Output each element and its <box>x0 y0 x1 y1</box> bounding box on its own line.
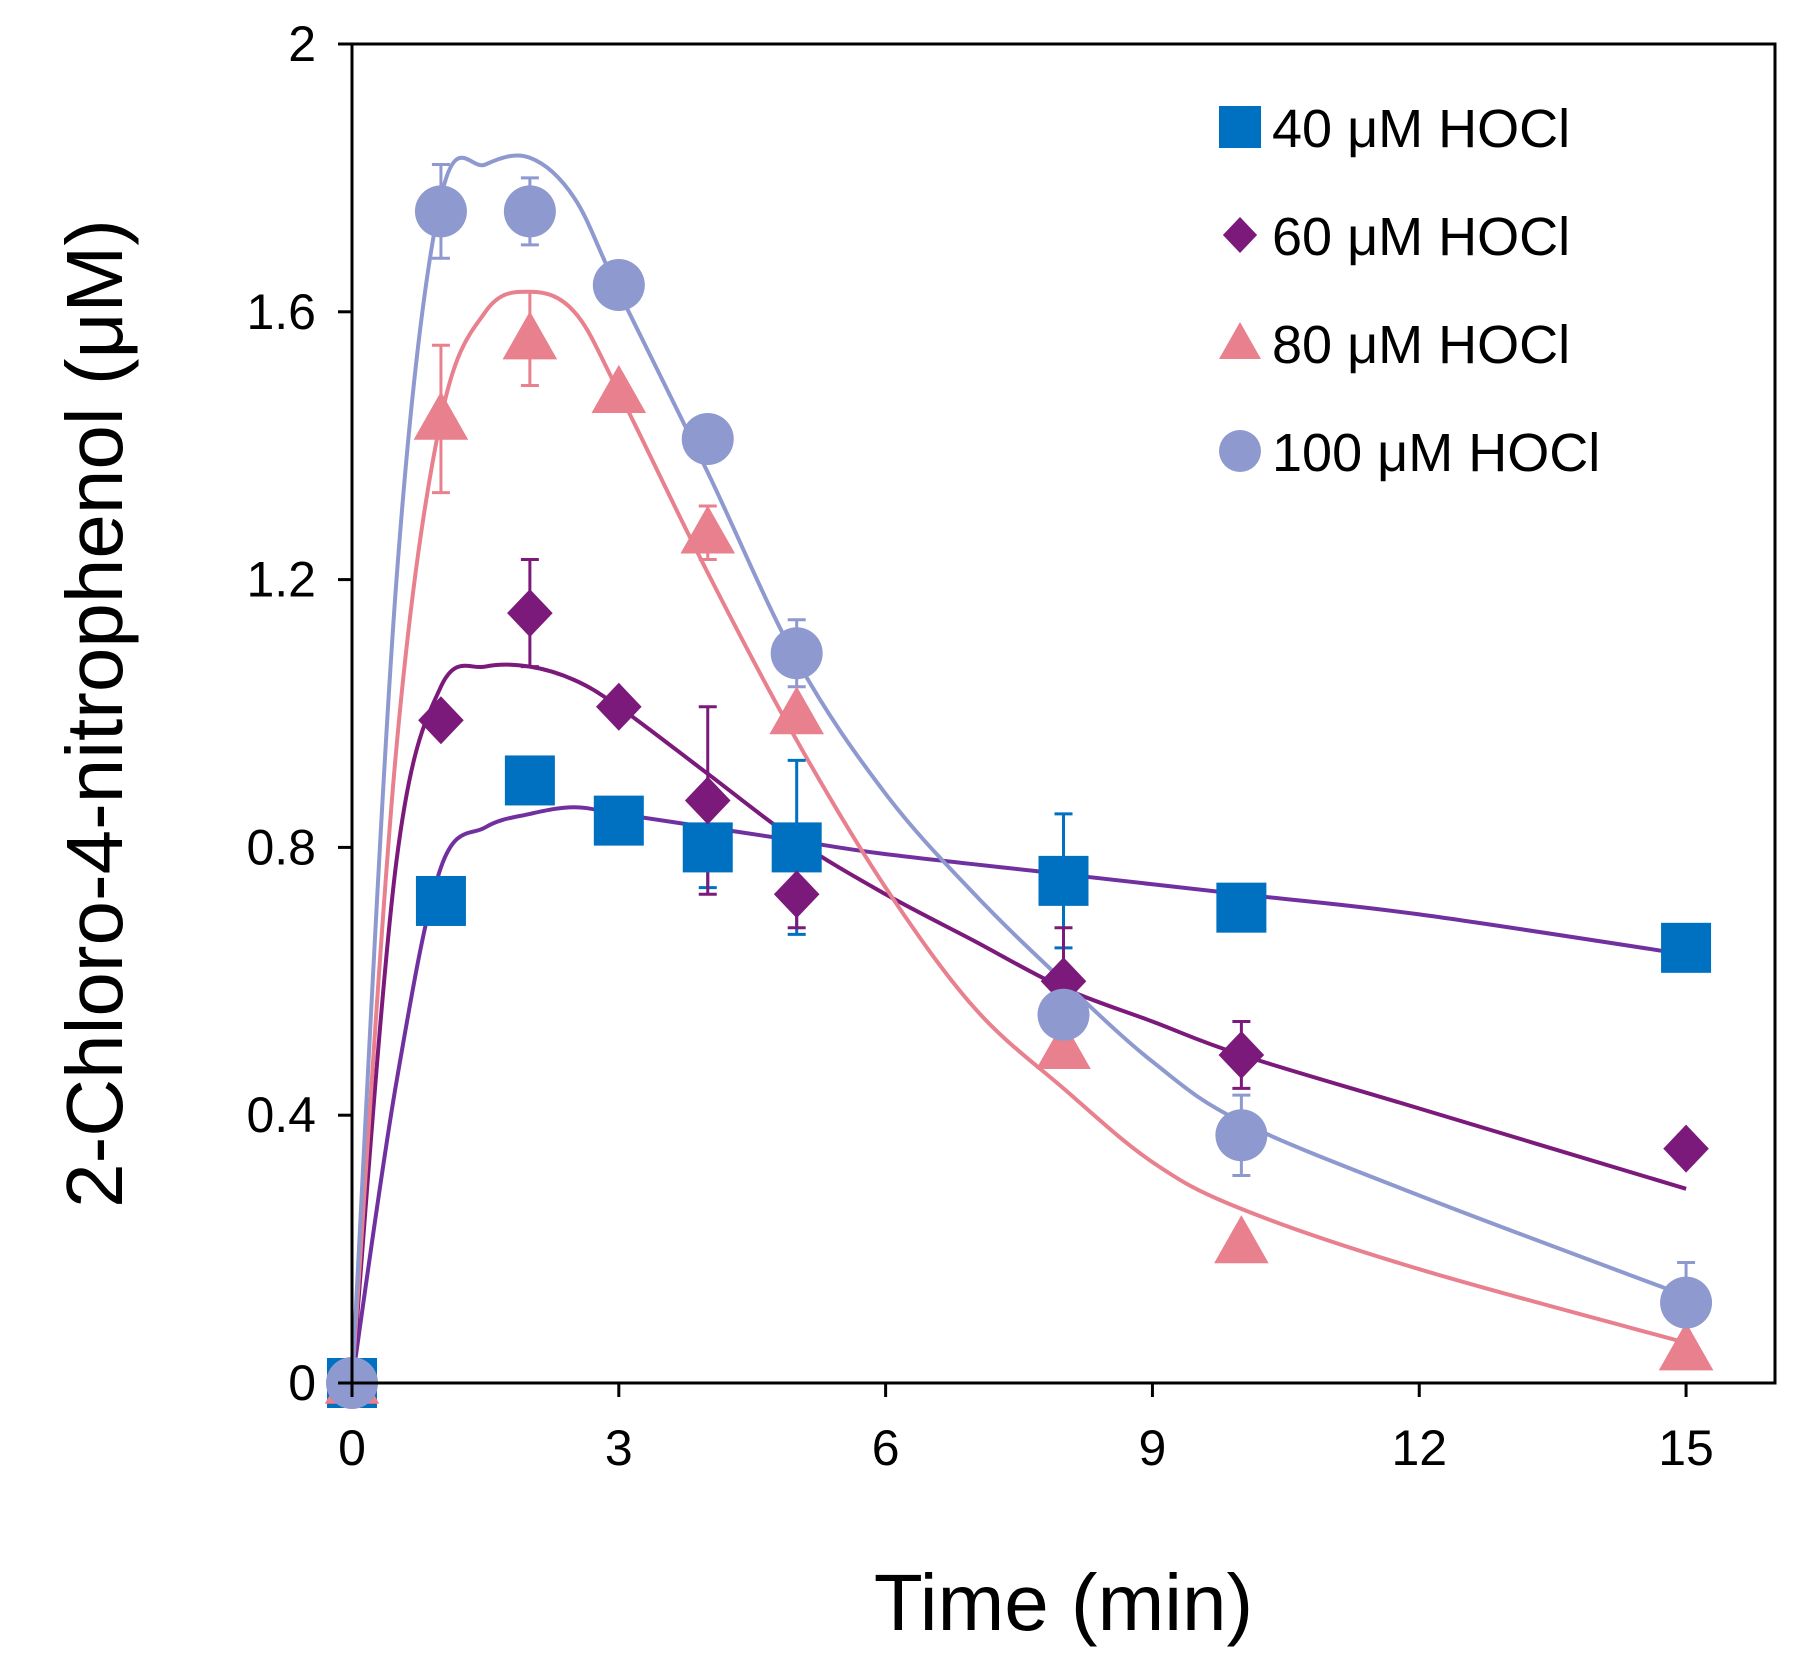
fit-line-series-4 <box>350 153 1687 1384</box>
x-tick-label: 9 <box>1139 1420 1167 1476</box>
data-point-series-4 <box>1660 1276 1713 1329</box>
y-tick-label: 0.8 <box>246 819 316 875</box>
data-point-series-4 <box>592 259 645 312</box>
y-tick-label: 1.6 <box>246 284 316 340</box>
x-tick-label: 6 <box>872 1420 900 1476</box>
data-point-series-2 <box>596 682 642 731</box>
legend-marker-3 <box>1219 322 1261 359</box>
plot-area-frame <box>350 42 1777 1385</box>
legend-label-1: 40 μM HOCl <box>1272 99 1570 159</box>
data-point-series-2 <box>684 776 731 825</box>
data-point-series-3 <box>1036 1020 1091 1070</box>
data-point-series-1 <box>1216 882 1267 933</box>
data-point-series-2 <box>773 870 820 919</box>
x-tick-label: 12 <box>1391 1420 1447 1476</box>
data-point-series-4 <box>681 413 734 466</box>
data-point-series-3 <box>591 364 647 413</box>
x-tick-label: 0 <box>338 1420 366 1476</box>
legend-label-2: 60 μM HOCl <box>1272 207 1570 267</box>
data-point-series-3 <box>413 391 469 440</box>
data-point-series-3 <box>680 505 736 554</box>
data-point-series-4 <box>1037 988 1090 1041</box>
data-point-series-4 <box>770 627 823 680</box>
y-tick-label: 2 <box>288 16 316 72</box>
legend-marker-1 <box>1219 106 1261 148</box>
data-point-series-1 <box>415 875 466 926</box>
data-point-series-1 <box>1038 855 1089 906</box>
x-tick-label: 15 <box>1658 1420 1714 1476</box>
data-point-series-1 <box>771 822 822 873</box>
legend-marker-4 <box>1219 430 1261 472</box>
data-point-series-3 <box>769 686 824 735</box>
data-point-series-1 <box>504 755 555 806</box>
data-point-series-4 <box>414 185 467 238</box>
y-axis-title: 2-Chloro-4-nitrophenol (μM) <box>50 219 139 1208</box>
data-point-series-3 <box>1214 1215 1269 1264</box>
data-point-series-2 <box>1218 1030 1265 1079</box>
data-point-series-1 <box>1661 922 1712 973</box>
data-point-series-3 <box>1658 1322 1714 1371</box>
data-point-series-1 <box>593 795 644 846</box>
x-tick-label: 3 <box>605 1420 633 1476</box>
axis-ticks: 0 3 6 9 12 15 0 0.4 0.8 1.2 1.6 2 <box>246 16 1713 1476</box>
fit-line-series-3 <box>350 289 1687 1384</box>
data-point-series-1 <box>682 822 733 873</box>
data-point-series-4 <box>503 185 556 238</box>
data-point-series-2 <box>507 589 553 638</box>
y-tick-label: 0 <box>288 1355 316 1411</box>
legend-label-4: 100 μM HOCl <box>1272 423 1600 483</box>
data-point-series-2 <box>1663 1124 1709 1173</box>
legend-label-3: 80 μM HOCl <box>1272 315 1570 375</box>
legend-marker-2 <box>1222 217 1258 253</box>
data-point-series-4 <box>1215 1109 1268 1162</box>
data-point-series-3 <box>502 311 558 360</box>
y-tick-label: 1.2 <box>246 552 316 608</box>
fit-lines <box>350 153 1687 1384</box>
x-axis-title: Time (min) <box>874 1558 1253 1647</box>
data-point-series-2 <box>418 696 464 745</box>
legend: 40 μM HOCl 60 μM HOCl 80 μM HOCl 100 μM HOC… <box>1219 99 1600 483</box>
y-tick-label: 0.4 <box>246 1087 316 1143</box>
